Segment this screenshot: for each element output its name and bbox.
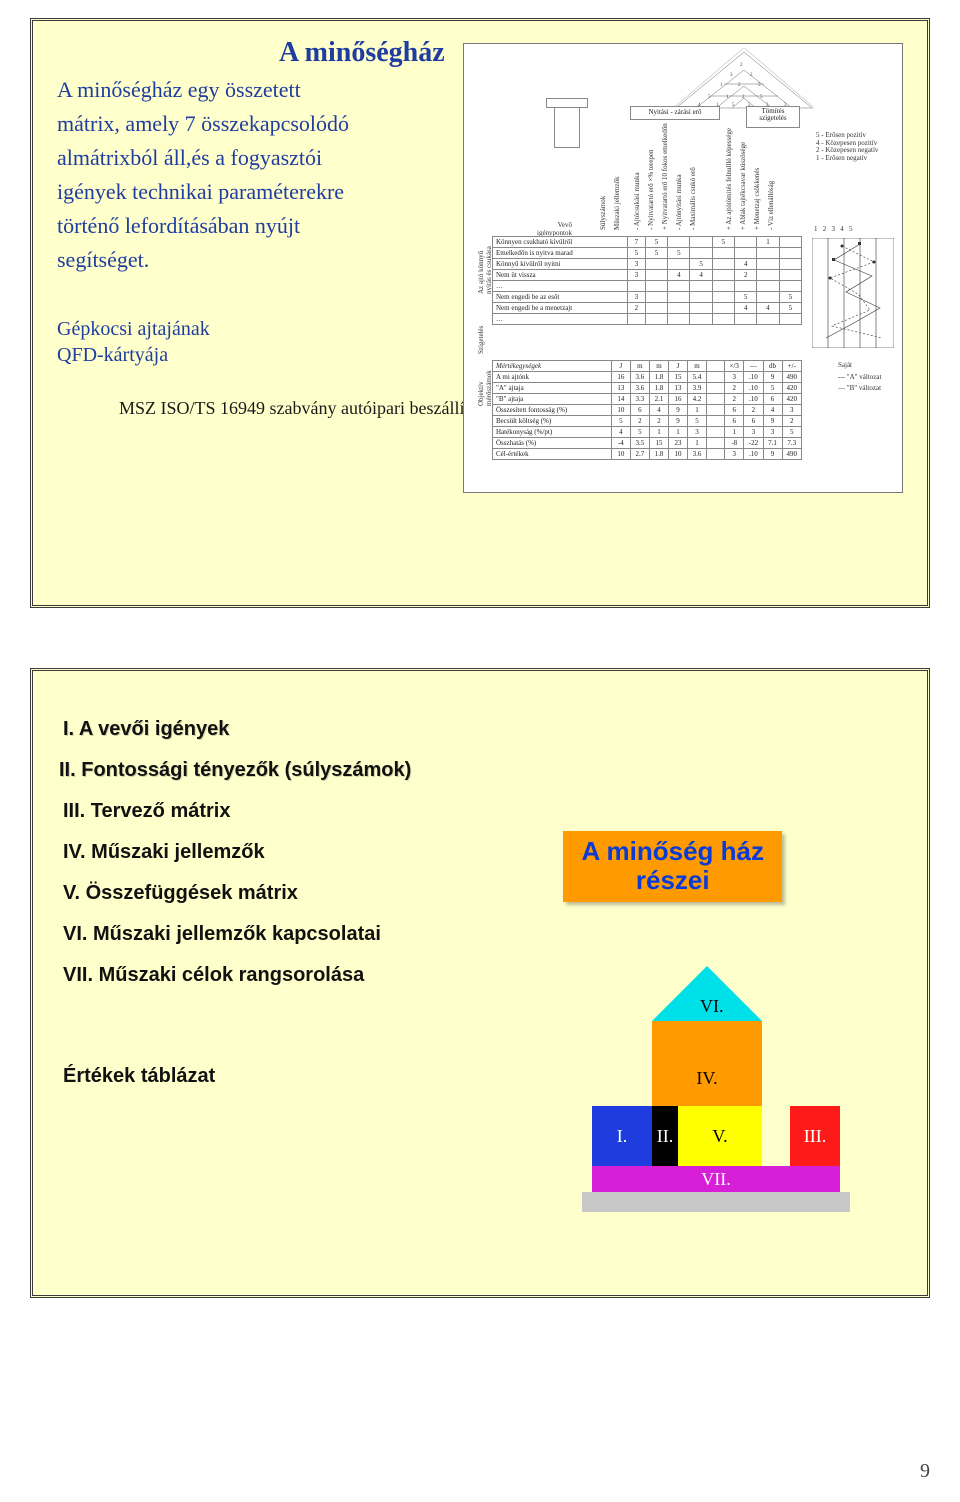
list-item: I. A vevői igények xyxy=(63,709,897,750)
house-iii-label: III. xyxy=(804,1126,826,1146)
relationship-matrix: Könnyen csukható kívülről7551Emelkedőn i… xyxy=(492,236,802,325)
tech-col: + Menetzaj csökkenés xyxy=(754,168,762,230)
para-line: A minőségház egy összetett xyxy=(57,77,301,102)
house-v-label: V. xyxy=(712,1126,727,1146)
corr-box-left: Nyitási - zárási erő xyxy=(630,106,720,120)
svg-text:2: 2 xyxy=(750,73,753,78)
house-box-iii: III. xyxy=(790,1106,840,1166)
qfd-diagram: 2 32 125 5125 415533 Nyitási - zárási er… xyxy=(463,43,903,493)
tech-col: - Nyitvatartó erő ×% terepen xyxy=(648,149,656,230)
roof-grid: 2 32 125 5125 415533 xyxy=(676,52,812,108)
svg-text:2: 2 xyxy=(740,63,743,68)
tech-col: Súlyszámok xyxy=(600,196,608,230)
house-diagram: VI. IV. I. II. V. III. VII. xyxy=(502,966,862,1226)
house-ii-label: II. xyxy=(657,1126,674,1146)
para-line: történő lefordításában nyújt xyxy=(57,213,300,238)
list-item: II. Fontossági tényezők (súlyszámok) xyxy=(59,750,897,791)
tech-col: + Ablak tajtékcsavar kúszósége xyxy=(740,142,748,230)
parts-title-line1: A minőség ház xyxy=(581,836,764,866)
chimney-icon xyxy=(554,104,580,148)
svg-text:3: 3 xyxy=(730,73,733,78)
legend-title: Saját xyxy=(838,362,881,370)
house-label-vi: VI. xyxy=(700,996,724,1017)
para-line: igények technikai paraméterekre xyxy=(57,179,344,204)
legend-line: 1 - Erősen negatív xyxy=(816,155,900,163)
list-item: VI. Műszaki jellemzők kapcsolatai xyxy=(63,914,897,955)
page-number: 9 xyxy=(920,1460,930,1483)
slide-1-quality-house: A minőségház A minőségház egy összetett … xyxy=(30,18,930,608)
scale-num: 3 xyxy=(832,225,836,233)
tech-col: + Az ajtótömítés felnullló képessége xyxy=(726,128,734,230)
para-line: mátrix, amely 7 összekapcsolódó xyxy=(57,111,349,136)
house-box-vii: VII. xyxy=(592,1166,840,1192)
house-iv-label: IV. xyxy=(696,1068,717,1088)
left-group-2: Szigetelés xyxy=(478,326,486,354)
house-box-i: I. xyxy=(592,1106,652,1166)
tech-columns: Súlyszámok Műszaki jellemzők - Ajtócsuká… xyxy=(596,124,806,234)
right-legend: Saját --- "A" változat — "B" változat xyxy=(838,362,881,393)
para-line: segítséget. xyxy=(57,247,149,272)
scale-num: 5 xyxy=(849,225,853,233)
list-item: III. Tervező mátrix xyxy=(63,791,897,832)
parts-title-line2: részei xyxy=(636,865,710,895)
para-line: almátrixból áll,és a fogyasztói xyxy=(57,145,322,170)
scale-num: 2 xyxy=(823,225,827,233)
tech-col: - Ajtónyitási munka xyxy=(676,174,684,230)
tech-col: - Ajtócsukási munka xyxy=(634,172,642,230)
house-body-iv: IV. xyxy=(652,1021,762,1106)
scale-num: 4 xyxy=(840,225,844,233)
tech-col: - Víz ellenállóság xyxy=(768,181,776,230)
bottom-tables: MértékegységekJmmJm×/3—db+/-A mi ajtónk1… xyxy=(492,360,802,460)
parts-title-box: A minőség ház részei xyxy=(563,831,782,902)
scale-axis: 1 2 3 4 5 xyxy=(814,226,853,234)
svg-text:5: 5 xyxy=(732,103,735,108)
competitive-graph xyxy=(812,238,894,348)
caption-line: Gépkocsi ajtajának xyxy=(57,318,210,340)
house-base xyxy=(582,1192,850,1212)
scale-num: 1 xyxy=(814,225,818,233)
tech-col: + Nyitvatartó erő 10 fokos emelkedőn xyxy=(662,123,670,230)
tech-col: - Maximális csukó erő xyxy=(690,167,698,230)
house-vii-label: VII. xyxy=(701,1169,731,1189)
legend-b: "B" változat xyxy=(847,384,881,392)
legend-a: "A" változat xyxy=(847,373,882,381)
house-box-v: V. xyxy=(678,1106,762,1166)
caption-line: QFD-kártyája xyxy=(57,344,168,366)
chimney-top xyxy=(546,98,588,108)
correlation-legend: 5 - Erősen pozitív 4 - Közepesen pozitív… xyxy=(816,132,900,163)
house-i-label: I. xyxy=(617,1126,628,1146)
slide-2-house-parts: I. A vevői igények II. Fontossági tényez… xyxy=(30,668,930,1298)
house-box-ii: II. xyxy=(652,1106,678,1166)
tech-col: Műszaki jellemzők xyxy=(614,177,622,230)
slide1-paragraph: A minőségház egy összetett mátrix, amely… xyxy=(57,73,477,278)
